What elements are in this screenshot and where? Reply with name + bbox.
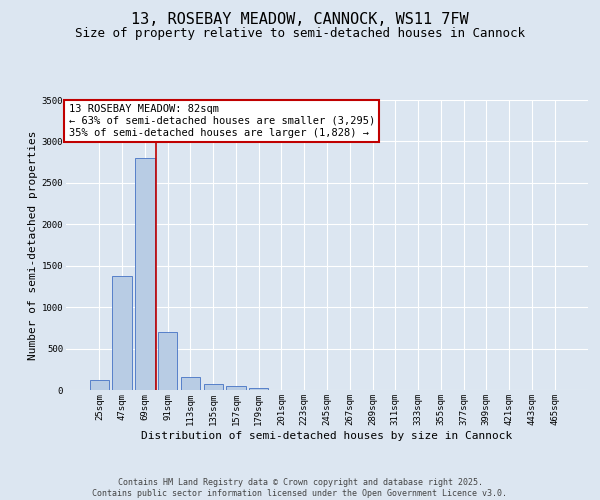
Bar [135,158,155,390]
Bar [226,386,245,390]
Bar [181,377,200,390]
Text: Contains HM Land Registry data © Crown copyright and database right 2025.
Contai: Contains HM Land Registry data © Crown c… [92,478,508,498]
Bar [90,380,109,390]
Text: Size of property relative to semi-detached houses in Cannock: Size of property relative to semi-detach… [75,28,525,40]
X-axis label: Distribution of semi-detached houses by size in Cannock: Distribution of semi-detached houses by … [142,430,512,440]
Bar [112,276,132,390]
Bar [249,388,268,390]
Text: 13, ROSEBAY MEADOW, CANNOCK, WS11 7FW: 13, ROSEBAY MEADOW, CANNOCK, WS11 7FW [131,12,469,28]
Text: 13 ROSEBAY MEADOW: 82sqm
← 63% of semi-detached houses are smaller (3,295)
35% o: 13 ROSEBAY MEADOW: 82sqm ← 63% of semi-d… [68,104,375,138]
Y-axis label: Number of semi-detached properties: Number of semi-detached properties [28,130,38,360]
Bar [203,384,223,390]
Bar [158,332,178,390]
